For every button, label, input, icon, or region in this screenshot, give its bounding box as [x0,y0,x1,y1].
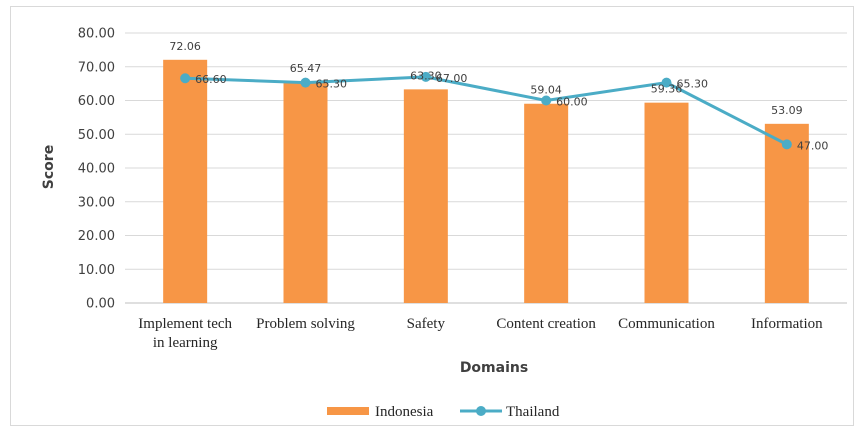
y-tick-label: 80.00 [78,27,115,42]
data-label-thailand: 66.60 [195,73,227,86]
y-axis-ticks: 0.00 10.00 20.00 30.00 40.00 50.00 60.00 70.00 8… [78,27,115,312]
x-axis-ticks: Implement tech in learning Problem solving… [138,316,823,351]
bar-indonesia [283,82,328,303]
chart-frame: 72.06 65.47 63.30 59.04 59.36 53.09 66.60 65.30… [10,6,854,426]
y-tick-label: 30.00 [78,195,115,210]
data-label-thailand: 60.00 [556,96,588,109]
y-tick-label: 40.00 [78,162,115,177]
point-thailand [781,139,792,150]
point-thailand [180,73,191,84]
y-tick-label: 0.00 [86,297,115,312]
point-thailand [300,77,311,88]
x-tick-label: Implement tech [138,316,232,332]
data-label-indonesia: 53.09 [771,104,803,117]
y-tick-label: 60.00 [78,94,115,109]
bar-indonesia [524,103,569,304]
gridlines [125,32,847,304]
thailand-line [180,71,792,150]
point-thailand [420,71,431,82]
x-axis-title: Domains [460,360,528,376]
data-label-thailand: 65.30 [677,78,709,91]
data-label-indonesia: 72.06 [169,40,201,53]
data-label-thailand: 67.00 [436,72,468,85]
y-tick-label: 70.00 [78,60,115,75]
y-axis-title: Score [41,145,57,189]
legend-marker-thailand [476,406,486,416]
point-thailand [541,95,552,106]
bar-indonesia [403,89,448,303]
bar-indonesia [163,59,208,303]
point-thailand [661,77,672,88]
x-tick-label: Safety [407,316,446,332]
indonesia-bars [163,59,809,304]
data-label-indonesia: 59.36 [651,83,683,96]
x-tick-label: in learning [153,335,218,351]
legend-swatch-indonesia [327,407,369,415]
legend-label-thailand: Thailand [506,404,560,420]
data-label-thailand: 65.30 [316,78,348,91]
y-tick-label: 10.00 [78,263,115,278]
data-label-thailand: 47.00 [797,139,829,152]
x-tick-label: Communication [618,316,715,332]
x-tick-label: Problem solving [256,316,355,332]
bar-indonesia [764,123,809,303]
series-line-thailand [185,75,788,146]
y-tick-label: 50.00 [78,128,115,143]
x-tick-label: Information [751,316,823,332]
x-tick-label: Content creation [496,316,596,332]
y-tick-label: 20.00 [78,229,115,244]
legend: Indonesia Thailand [327,404,560,420]
bar-indonesia [644,102,689,303]
data-label-indonesia: 63.30 [410,69,442,82]
data-labels: 72.06 65.47 63.30 59.04 59.36 53.09 66.60 65.30… [169,40,828,153]
chart-svg: 72.06 65.47 63.30 59.04 59.36 53.09 66.60 65.30… [41,27,847,420]
data-label-indonesia: 65.47 [290,62,322,75]
legend-label-indonesia: Indonesia [375,404,434,420]
data-label-indonesia: 59.04 [530,84,562,97]
